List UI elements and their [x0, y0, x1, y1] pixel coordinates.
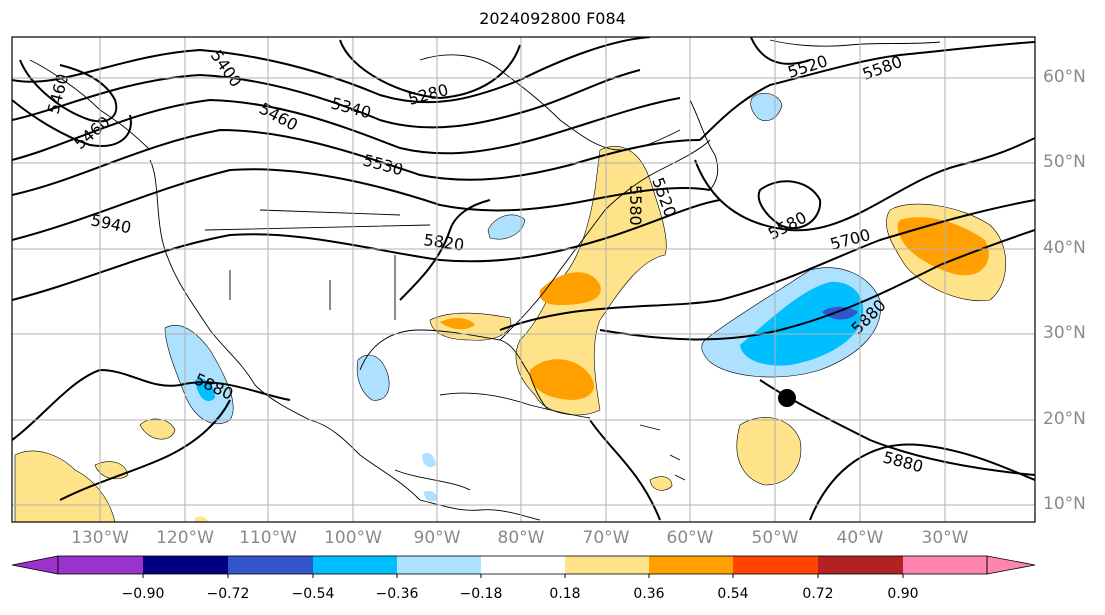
graticule	[12, 37, 1035, 522]
lon-label: 70°W	[582, 528, 630, 548]
lon-label: 130°W	[71, 528, 129, 548]
contour-label: 5580	[626, 185, 645, 226]
height-contours	[12, 37, 1035, 521]
colorbar-tick-label: 0.54	[717, 586, 749, 602]
lat-label: 60°N	[1043, 67, 1086, 87]
lon-label: 60°W	[666, 528, 714, 548]
lat-label: 10°N	[1043, 494, 1086, 514]
colorbar-extend-high	[986, 555, 1036, 575]
colorbar-tick-label: −0.54	[291, 586, 335, 602]
map-title: 2024092800 F084	[479, 9, 626, 28]
anomaly-shading-negative	[164, 92, 881, 502]
lon-label: 110°W	[239, 528, 297, 548]
colorbar-tick-label: −0.90	[121, 586, 165, 602]
lon-label: 30°W	[921, 528, 969, 548]
lat-label: 40°N	[1043, 238, 1086, 258]
colorbar-tick-label: −0.18	[459, 586, 503, 602]
lon-label: 120°W	[156, 528, 214, 548]
colorbar-tick-label: 0.36	[633, 586, 665, 602]
lon-label: 100°W	[324, 528, 382, 548]
storm-position-marker	[778, 389, 796, 407]
colorbar-tick-label: −0.72	[206, 586, 250, 602]
colorbar-tick-label: 0.72	[802, 586, 834, 602]
lon-label: 90°W	[413, 528, 461, 548]
lat-label: 30°N	[1043, 323, 1086, 343]
colorbar-extend-low	[11, 555, 59, 575]
lon-label: 80°W	[497, 528, 545, 548]
contour-labels: 5460 5400 5460 5340 5280 5520 5580 5460 …	[44, 46, 926, 476]
colorbar	[11, 555, 1036, 578]
lon-label: 40°W	[836, 528, 884, 548]
colorbar-tick-label: 0.90	[887, 586, 919, 602]
colorbar-tick-label: −0.36	[375, 586, 419, 602]
lat-label: 50°N	[1043, 152, 1086, 172]
map-frame	[11, 36, 1036, 523]
lon-label: 50°W	[751, 528, 799, 548]
colorbar-tick-label: 0.18	[549, 586, 581, 602]
lat-label: 20°N	[1043, 409, 1086, 429]
